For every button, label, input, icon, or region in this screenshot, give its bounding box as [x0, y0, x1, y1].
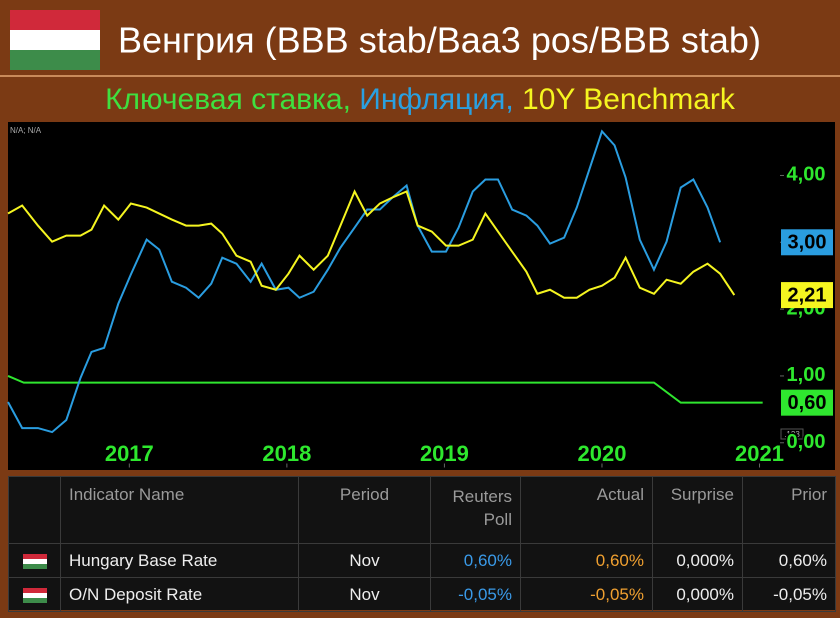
y-tick-label: 0,00: [787, 431, 826, 453]
flag-cell: [8, 577, 61, 612]
series-line: [7, 129, 722, 434]
chart-title: Венгрия (BBB stab/Baa3 pos/BBB stab): [118, 20, 761, 61]
x-tick-label: 2020: [577, 441, 626, 466]
cell: Nov: [298, 577, 431, 612]
header-cell: Surprise: [652, 476, 743, 544]
flag: [10, 10, 100, 70]
x-tick-label: 2017: [105, 441, 154, 466]
x-tick-label: 2019: [420, 441, 469, 466]
annotation-box: [780, 428, 804, 440]
series-line: [7, 375, 763, 404]
flag: [22, 587, 47, 603]
annotation: N/A; N/A: [10, 126, 42, 135]
cell: 0,000%: [652, 577, 743, 612]
row[interactable]: O/N Deposit Rate Nov -0,05% -0,05% 0,000…: [8, 577, 836, 612]
flag: [22, 553, 47, 569]
legend-separator: ,: [505, 83, 522, 116]
value-label: 3,00: [788, 232, 827, 254]
y-tick-label: 1,00: [787, 364, 826, 386]
cell: Nov: [298, 543, 431, 578]
cell: -0,05%: [742, 577, 836, 612]
value-label: 0,60: [788, 392, 827, 414]
cell: 0,60%: [742, 543, 836, 578]
legend-entry: Ключевая ставка: [105, 83, 343, 116]
cell: 0,60%: [520, 543, 653, 578]
chart: Венгрия (BBB stab/Baa3 pos/BBB stab) Клю…: [0, 10, 840, 470]
value-label: 2,21: [788, 284, 827, 306]
cell: 0,60%: [430, 543, 521, 578]
header-cell: Prior: [742, 476, 836, 544]
table: Indicator Name Period Reuters Poll Actua…: [8, 476, 836, 612]
header-cell: Period: [298, 476, 431, 544]
cell: -0,05%: [430, 577, 521, 612]
header-cell: Actual: [520, 476, 653, 544]
y-tick-label: 4,00: [787, 164, 826, 186]
header-row: Indicator Name Period Reuters Poll Actua…: [8, 476, 836, 544]
legend-entry: 10Y Benchmark: [522, 83, 736, 116]
cell: -0,05%: [520, 577, 653, 612]
legend-separator: ,: [343, 83, 360, 116]
header-cell: [8, 476, 61, 544]
x-tick-label: 2018: [262, 441, 311, 466]
data-table: Indicator Name Period Reuters Poll Actua…: [8, 476, 836, 612]
plot-area: [8, 122, 835, 470]
cell: 0,000%: [652, 543, 743, 578]
value-label-box: [781, 389, 833, 416]
value-label-box: [781, 282, 833, 309]
series-line: [7, 189, 736, 299]
header-cell: Indicator Name: [60, 476, 299, 544]
header-cell: Reuters Poll: [430, 476, 521, 544]
legend: Ключевая ставка, Инфляция, 10Y Benchmark: [105, 83, 736, 116]
cell: Hungary Base Rate: [60, 543, 299, 578]
flag-cell: [8, 543, 61, 578]
cell: O/N Deposit Rate: [60, 577, 299, 612]
row[interactable]: Hungary Base Rate Nov 0,60% 0,60% 0,000%…: [8, 543, 836, 578]
value-label-box: [781, 229, 833, 256]
annotation: .123: [784, 430, 800, 439]
x-tick-label: 2021: [735, 441, 784, 466]
legend-entry: Инфляция: [359, 83, 505, 116]
